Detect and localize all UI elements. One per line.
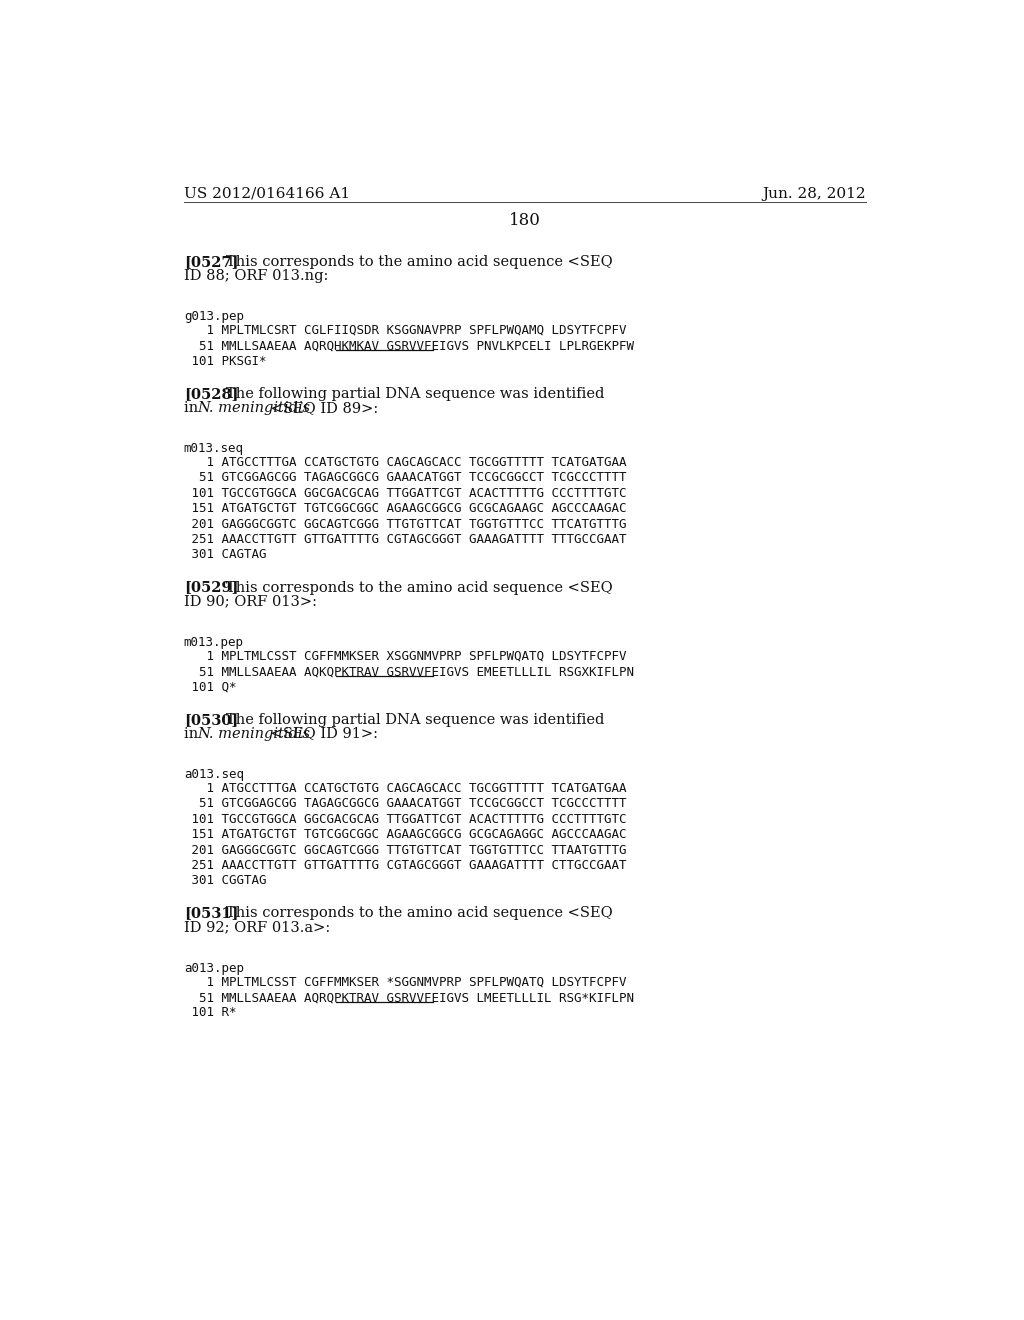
Text: in: in: [183, 401, 203, 414]
Text: in: in: [183, 726, 203, 741]
Text: 51 MMLLSAAEAA AQRQHKMKAV GSRVVFEIGVS PNVLKPCELI LPLRGEKPFW: 51 MMLLSAAEAA AQRQHKMKAV GSRVVFEIGVS PNV…: [183, 339, 634, 352]
Text: 1 MPLTMLCSST CGFFMMKSER XSGGNMVPRP SPFLPWQATQ LDSYTFCPFV: 1 MPLTMLCSST CGFFMMKSER XSGGNMVPRP SPFLP…: [183, 649, 627, 663]
Text: [0530]: [0530]: [183, 713, 238, 726]
Text: 251 AAACCTTGTT GTTGATTTTG CGTAGCGGGT GAAAGATTTT TTTGCCGAAT: 251 AAACCTTGTT GTTGATTTTG CGTAGCGGGT GAA…: [183, 533, 627, 546]
Text: [0529]: [0529]: [183, 581, 239, 594]
Text: ID 90; ORF 013>:: ID 90; ORF 013>:: [183, 594, 316, 609]
Text: <SEQ ID 91>:: <SEQ ID 91>:: [265, 726, 378, 741]
Text: 180: 180: [509, 213, 541, 230]
Text: N. meningitidis: N. meningitidis: [197, 726, 310, 741]
Text: 51 MMLLSAAEAA AQKQPKTRAV GSRVVFEIGVS EMEETLLLIL RSGXKIFLPN: 51 MMLLSAAEAA AQKQPKTRAV GSRVVFEIGVS EME…: [183, 665, 634, 678]
Text: ID 88; ORF 013.ng:: ID 88; ORF 013.ng:: [183, 268, 328, 282]
Text: 151 ATGATGCTGT TGTCGGCGGC AGAAGCGGCG GCGCAGAGGC AGCCCAAGAC: 151 ATGATGCTGT TGTCGGCGGC AGAAGCGGCG GCG…: [183, 828, 627, 841]
Text: 1 MPLTMLCSST CGFFMMKSER *SGGNMVPRP SPFLPWQATQ LDSYTFCPFV: 1 MPLTMLCSST CGFFMMKSER *SGGNMVPRP SPFLP…: [183, 975, 627, 989]
Text: The following partial DNA sequence was identified: The following partial DNA sequence was i…: [226, 387, 605, 401]
Text: This corresponds to the amino acid sequence <SEQ: This corresponds to the amino acid seque…: [226, 581, 613, 594]
Text: m013.seq: m013.seq: [183, 442, 244, 455]
Text: ID 92; ORF 013.a>:: ID 92; ORF 013.a>:: [183, 920, 330, 935]
Text: This corresponds to the amino acid sequence <SEQ: This corresponds to the amino acid seque…: [226, 255, 613, 269]
Text: 101 PKSGI*: 101 PKSGI*: [183, 355, 266, 368]
Text: 201 GAGGGCGGTC GGCAGTCGGG TTGTGTTCAT TGGTGTTTCC TTAATGTTTG: 201 GAGGGCGGTC GGCAGTCGGG TTGTGTTCAT TGG…: [183, 843, 627, 857]
Text: 251 AAACCTTGTT GTTGATTTTG CGTAGCGGGT GAAAGATTTT CTTGCCGAAT: 251 AAACCTTGTT GTTGATTTTG CGTAGCGGGT GAA…: [183, 859, 627, 873]
Text: 201 GAGGGCGGTC GGCAGTCGGG TTGTGTTCAT TGGTGTTTCC TTCATGTTTG: 201 GAGGGCGGTC GGCAGTCGGG TTGTGTTCAT TGG…: [183, 517, 627, 531]
Text: This corresponds to the amino acid sequence <SEQ: This corresponds to the amino acid seque…: [226, 907, 613, 920]
Text: g013.pep: g013.pep: [183, 310, 244, 323]
Text: 101 TGCCGTGGCA GGCGACGCAG TTGGATTCGT ACACTTTTTG CCCTTTTGTC: 101 TGCCGTGGCA GGCGACGCAG TTGGATTCGT ACA…: [183, 813, 627, 826]
Text: Jun. 28, 2012: Jun. 28, 2012: [762, 187, 866, 201]
Text: a013.pep: a013.pep: [183, 962, 244, 974]
Text: a013.seq: a013.seq: [183, 768, 244, 781]
Text: The following partial DNA sequence was identified: The following partial DNA sequence was i…: [226, 713, 605, 726]
Text: 51 GTCGGAGCGG TAGAGCGGCG GAAACATGGT TCCGCGGCCT TCGCCCTTTT: 51 GTCGGAGCGG TAGAGCGGCG GAAACATGGT TCCG…: [183, 471, 627, 484]
Text: [0531]: [0531]: [183, 907, 239, 920]
Text: 51 GTCGGAGCGG TAGAGCGGCG GAAACATGGT TCCGCGGCCT TCGCCCTTTT: 51 GTCGGAGCGG TAGAGCGGCG GAAACATGGT TCCG…: [183, 797, 627, 810]
Text: 1 MPLTMLCSRT CGLFIIQSDR KSGGNAVPRP SPFLPWQAMQ LDSYTFCPFV: 1 MPLTMLCSRT CGLFIIQSDR KSGGNAVPRP SPFLP…: [183, 323, 627, 337]
Text: 301 CGGTAG: 301 CGGTAG: [183, 874, 266, 887]
Text: 301 CAGTAG: 301 CAGTAG: [183, 549, 266, 561]
Text: 1 ATGCCTTTGA CCATGCTGTG CAGCAGCACC TGCGGTTTTT TCATGATGAA: 1 ATGCCTTTGA CCATGCTGTG CAGCAGCACC TGCGG…: [183, 457, 627, 469]
Text: 101 Q*: 101 Q*: [183, 681, 237, 693]
Text: N. meningitidis: N. meningitidis: [197, 401, 310, 414]
Text: 101 R*: 101 R*: [183, 1006, 237, 1019]
Text: 51 MMLLSAAEAA AQRQPKTRAV GSRVVFEIGVS LMEETLLLIL RSG*KIFLPN: 51 MMLLSAAEAA AQRQPKTRAV GSRVVFEIGVS LME…: [183, 991, 634, 1005]
Text: [0527]: [0527]: [183, 255, 239, 269]
Text: <SEQ ID 89>:: <SEQ ID 89>:: [265, 401, 378, 414]
Text: 1 ATGCCTTTGA CCATGCTGTG CAGCAGCACC TGCGGTTTTT TCATGATGAA: 1 ATGCCTTTGA CCATGCTGTG CAGCAGCACC TGCGG…: [183, 781, 627, 795]
Text: [0528]: [0528]: [183, 387, 239, 401]
Text: 151 ATGATGCTGT TGTCGGCGGC AGAAGCGGCG GCGCAGAAGC AGCCCAAGAC: 151 ATGATGCTGT TGTCGGCGGC AGAAGCGGCG GCG…: [183, 503, 627, 515]
Text: m013.pep: m013.pep: [183, 636, 244, 649]
Text: US 2012/0164166 A1: US 2012/0164166 A1: [183, 187, 350, 201]
Text: 101 TGCCGTGGCA GGCGACGCAG TTGGATTCGT ACACTTTTTG CCCTTTTGTC: 101 TGCCGTGGCA GGCGACGCAG TTGGATTCGT ACA…: [183, 487, 627, 500]
